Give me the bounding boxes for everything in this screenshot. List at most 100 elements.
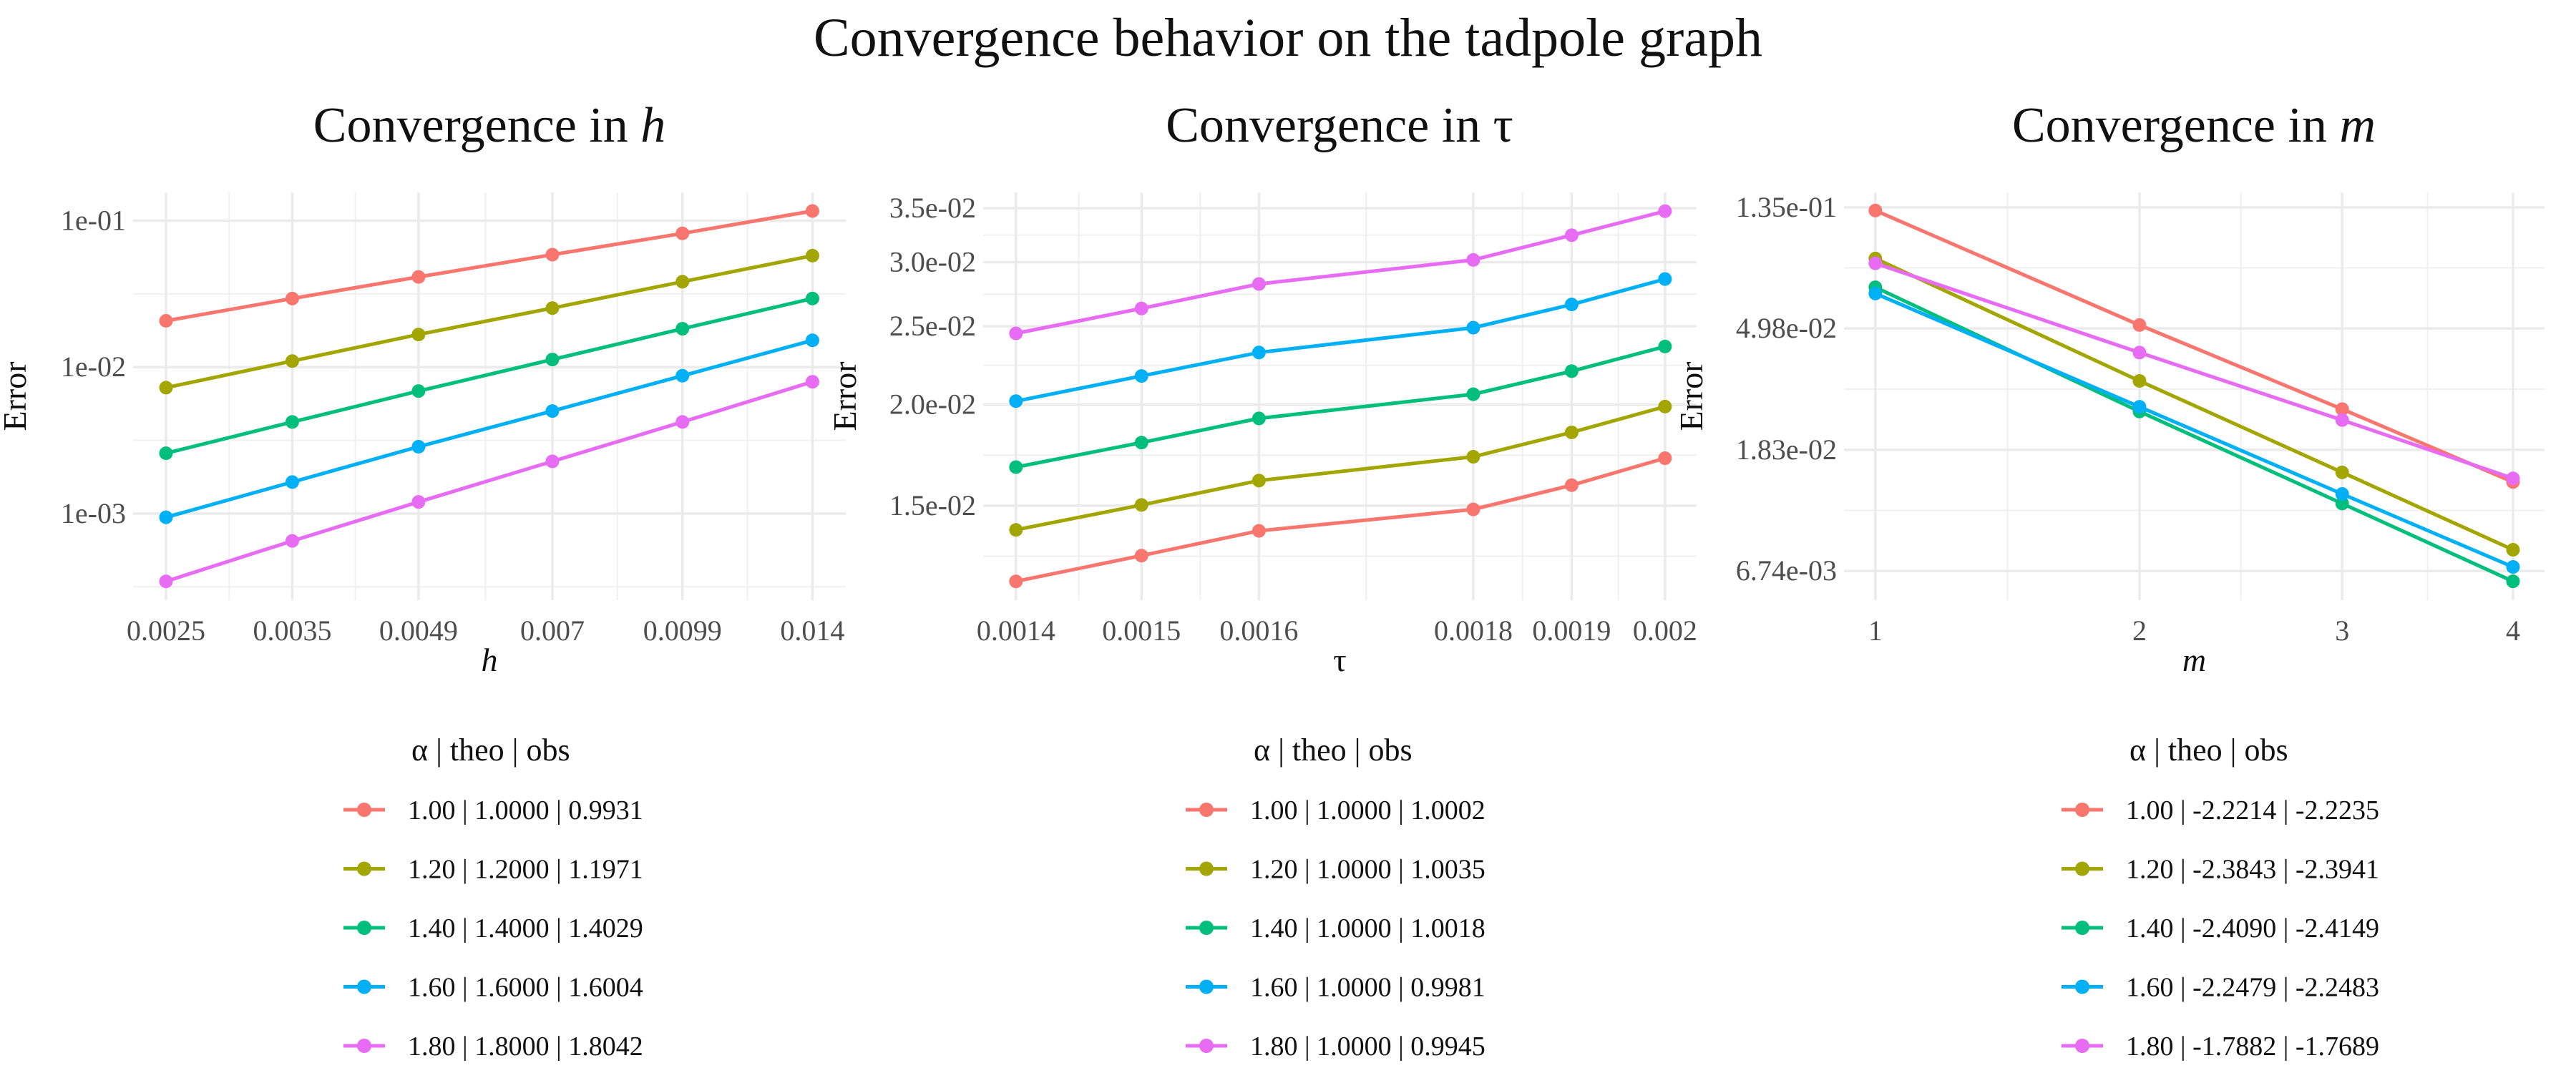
data-point	[1252, 277, 1266, 291]
data-point	[1134, 549, 1148, 563]
x-tick-label: 0.0014	[977, 614, 1055, 647]
panel-title: Convergence in m	[2012, 98, 2376, 153]
legend: α | theo | obs 1.00 | -2.2214 | -2.2235 1.…	[2062, 733, 2379, 1062]
data-point	[1009, 574, 1023, 589]
series-line-alpha-1.00	[165, 209, 813, 323]
legend-entry: 1.60 | -2.2479 | -2.2483	[2126, 973, 2379, 1003]
data-point	[2335, 496, 2349, 511]
data-point	[1564, 425, 1579, 439]
panel-title-variable: h	[640, 98, 665, 153]
data-point	[545, 248, 560, 262]
series-line-alpha-1.20	[1015, 404, 1666, 532]
legend-title-part: |	[2154, 733, 2168, 768]
legend-key-point	[357, 979, 371, 994]
legend-entry: 1.40 | 1.4000 | 1.4029	[408, 913, 643, 944]
data-point	[1868, 286, 1883, 300]
legend: α | theo | obs 1.00 | 1.0000 | 1.0002 1.20…	[1186, 733, 1485, 1062]
panel-2: Convergence in τ 0.0014 0.0015 0.0016 0.0018…	[826, 98, 1697, 1062]
legend-title-part: |	[2230, 733, 2245, 768]
series-line-alpha-1.00	[1874, 209, 2514, 484]
data-point	[1009, 326, 1023, 340]
data-point	[159, 314, 173, 328]
x-tick-label: 2	[2132, 614, 2147, 647]
data-point	[2335, 487, 2349, 501]
data-point	[1466, 502, 1480, 516]
data-point	[411, 384, 426, 398]
y-axis-title: Error	[826, 361, 863, 431]
data-point	[1466, 253, 1480, 267]
data-point	[1134, 436, 1148, 450]
y-tick-label: 1e-03	[61, 497, 126, 529]
data-point	[285, 291, 299, 305]
x-tick-label: 0.002	[1633, 614, 1697, 647]
legend-title-part: |	[512, 733, 527, 768]
legend-entry: 1.20 | -2.3843 | -2.3941	[2126, 855, 2379, 885]
data-point	[285, 534, 299, 548]
x-axis-title: m	[2182, 642, 2206, 678]
legend-entry: 1.60 | 1.0000 | 0.9981	[1250, 973, 1485, 1003]
y-tick-label: 1.35e-01	[1736, 191, 1837, 223]
data-point	[2335, 465, 2349, 479]
y-tick-label: 1e-02	[61, 351, 126, 383]
data-point	[1564, 228, 1579, 242]
data-point	[545, 353, 560, 367]
x-tick-label: 0.0019	[1532, 614, 1611, 647]
legend-key-point	[357, 1039, 371, 1053]
panel-title: Convergence in h	[313, 98, 665, 153]
series-line-alpha-1.60	[1015, 277, 1666, 403]
data-point	[1252, 346, 1266, 360]
data-point	[1009, 460, 1023, 474]
data-point	[805, 204, 819, 218]
data-point	[1466, 387, 1480, 401]
y-axis-title: Error	[0, 361, 33, 431]
series-line-alpha-1.00	[1015, 456, 1666, 584]
x-tick-label: 4	[2506, 614, 2520, 647]
series-line-alpha-1.40	[1015, 344, 1666, 469]
data-point	[159, 446, 173, 461]
legend-key-point	[2075, 803, 2089, 817]
legend-entry: 1.80 | 1.8000 | 1.8042	[408, 1032, 643, 1062]
data-point	[1658, 204, 1672, 218]
x-tick-label: 0.0025	[127, 614, 205, 647]
data-point	[1466, 450, 1480, 464]
data-point	[2132, 318, 2147, 332]
x-axis-title: h	[482, 642, 498, 678]
data-point	[2506, 574, 2520, 589]
data-point	[159, 510, 173, 524]
y-tick-label: 6.74e-03	[1736, 554, 1837, 587]
y-tick-label: 1.5e-02	[889, 489, 976, 521]
data-point	[2335, 402, 2349, 416]
x-tick-label: 0.014	[780, 614, 844, 647]
legend-key-point	[357, 803, 371, 817]
data-point	[285, 415, 299, 429]
legend-title-part: |	[436, 733, 450, 768]
legend-title-part: theo	[2168, 733, 2230, 768]
panel-title-text: Convergence in	[1166, 98, 1493, 153]
legend-title: α | theo | obs	[2129, 733, 2288, 768]
legend-entry: 1.60 | 1.6000 | 1.6004	[408, 973, 643, 1003]
legend-key-point	[1199, 861, 1214, 876]
data-point	[411, 328, 426, 342]
legend-key-point	[2075, 861, 2089, 876]
data-point	[2132, 346, 2147, 360]
data-point	[1564, 364, 1579, 378]
legend-key-point	[2075, 979, 2089, 994]
legend-entry: 1.80 | -1.7882 | -1.7689	[2126, 1032, 2379, 1062]
data-point	[1134, 498, 1148, 512]
legend-title-part: obs	[526, 733, 570, 768]
series-line-alpha-1.80	[165, 380, 814, 584]
data-point	[1868, 203, 1883, 217]
legend-key-point	[357, 921, 371, 935]
series-line-alpha-1.80	[1875, 261, 2514, 481]
legend-entry: 1.00 | -2.2214 | -2.2235	[2126, 795, 2379, 825]
legend-key-point	[1199, 803, 1214, 817]
data-point	[1658, 451, 1672, 466]
data-point	[411, 495, 426, 509]
data-point	[675, 368, 690, 383]
data-point	[1658, 399, 1672, 413]
legend-key-point	[1199, 1039, 1214, 1053]
legend-title: α | theo | obs	[411, 733, 570, 768]
series-line-alpha-1.80	[1015, 209, 1666, 335]
panel-title-variable: τ	[1493, 98, 1513, 153]
